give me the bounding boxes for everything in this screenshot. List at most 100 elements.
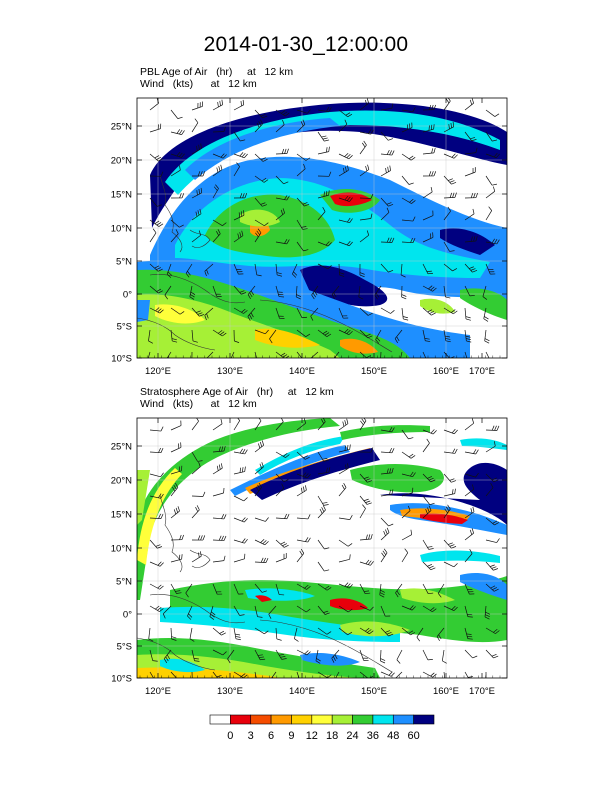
- wind-barb: [317, 241, 332, 247]
- wind-barb: [149, 472, 164, 478]
- colorbar-swatch: [209, 714, 231, 725]
- wind-barb: [233, 193, 248, 199]
- wind-barb: [170, 193, 185, 199]
- wind-barb: [338, 418, 349, 431]
- wind-barb: [464, 627, 473, 640]
- wind-barb: [275, 119, 285, 133]
- wind-barb: [233, 329, 240, 343]
- wind-barb: [254, 482, 262, 497]
- wind-barb: [338, 328, 353, 335]
- wind-barb: [338, 240, 353, 247]
- wind-barb: [296, 649, 311, 656]
- wind-barb: [275, 175, 289, 185]
- wind-barb: [401, 605, 416, 611]
- wind-barb: [380, 426, 395, 433]
- wind-barb: [149, 285, 163, 294]
- wind-barb: [359, 230, 370, 243]
- wind-barb: [422, 329, 431, 342]
- wind-barb: [189, 285, 196, 300]
- panel2-lon-label: 160°E: [433, 686, 459, 697]
- wind-barb: [275, 285, 285, 298]
- wind-barb: [317, 263, 332, 270]
- wind-barb: [191, 187, 203, 199]
- colorbar-label: 48: [387, 730, 399, 742]
- wind-barb: [206, 351, 214, 358]
- wind-barb: [212, 329, 227, 337]
- wind-barb: [317, 467, 331, 475]
- wind-barb: [485, 425, 500, 431]
- wind-barb: [191, 451, 203, 462]
- wind-barb: [269, 329, 277, 344]
- wind-barb: [149, 228, 157, 243]
- wind-barb: [204, 307, 214, 321]
- wind-barb: [338, 109, 353, 118]
- wind-barb: [338, 263, 345, 277]
- wind-barb: [149, 263, 163, 272]
- wind-barb: [375, 329, 382, 344]
- wind-barb: [191, 418, 199, 431]
- panel1-field: [137, 102, 507, 358]
- panel2-lat-label: 0°: [123, 610, 132, 621]
- wind-barb: [254, 627, 269, 635]
- wind-barb: [443, 285, 451, 299]
- wind-barb: [331, 285, 340, 300]
- wind-barb: [233, 162, 240, 177]
- wind-barb: [212, 99, 223, 111]
- colorbar: 0 3 6 9 12 18 24 36 48 60: [209, 714, 435, 742]
- wind-barb: [148, 627, 154, 642]
- wind-barb: [296, 307, 308, 319]
- wind-barb: [317, 627, 332, 635]
- wind-barb: [443, 539, 457, 549]
- wind-barb: [422, 561, 436, 571]
- wind-barb: [443, 192, 457, 199]
- panel2-lat-label: 10°S: [111, 674, 132, 685]
- wind-barb: [464, 147, 478, 155]
- wind-barb: [485, 649, 499, 659]
- wind-barb: [441, 649, 447, 664]
- wind-barb: [443, 448, 458, 454]
- colorbar-swatch: [392, 714, 414, 725]
- wind-barb: [212, 649, 227, 656]
- colorbar-swatch: [331, 714, 353, 725]
- wind-barb: [422, 671, 437, 678]
- wind-barb: [170, 165, 181, 177]
- wind-barb: [464, 285, 475, 297]
- wind-barb: [338, 605, 353, 613]
- wind-barb: [296, 329, 311, 338]
- wind-barb: [233, 466, 246, 475]
- wind-barb: [317, 505, 326, 519]
- wind-barb: [359, 418, 367, 431]
- wind-barb: [170, 229, 179, 243]
- wind-barb: [338, 483, 347, 497]
- wind-barb: [149, 307, 164, 314]
- wind-barb: [485, 131, 498, 142]
- wind-barb: [311, 285, 319, 300]
- wind-barb: [338, 444, 351, 453]
- wind-barb: [359, 583, 371, 595]
- wind-barb: [191, 649, 200, 662]
- wind-barb: [401, 548, 409, 563]
- wind-barb: [317, 131, 330, 142]
- wind-barb: [401, 107, 416, 113]
- wind-barb: [310, 307, 319, 321]
- wind-barb: [254, 109, 268, 119]
- wind-barb: [464, 583, 475, 595]
- wind-barb: [149, 513, 164, 519]
- wind-barb: [422, 171, 437, 177]
- wind-barb: [254, 557, 269, 564]
- wind-barb: [401, 237, 416, 244]
- wind-barb: [233, 285, 247, 295]
- wind-barb: [233, 538, 248, 544]
- wind-barb: [338, 554, 351, 563]
- wind-barb: [296, 472, 311, 479]
- wind-barb: [212, 627, 226, 636]
- wind-barb: [170, 442, 182, 453]
- wind-barb: [170, 307, 185, 315]
- wind-barb: [380, 165, 391, 177]
- wind-barb: [401, 429, 414, 440]
- wind-barb: [275, 649, 287, 660]
- wind-barb: [422, 429, 437, 435]
- colorbar-label: 6: [268, 730, 274, 742]
- wind-barb: [422, 505, 432, 519]
- wind-barb: [338, 217, 353, 223]
